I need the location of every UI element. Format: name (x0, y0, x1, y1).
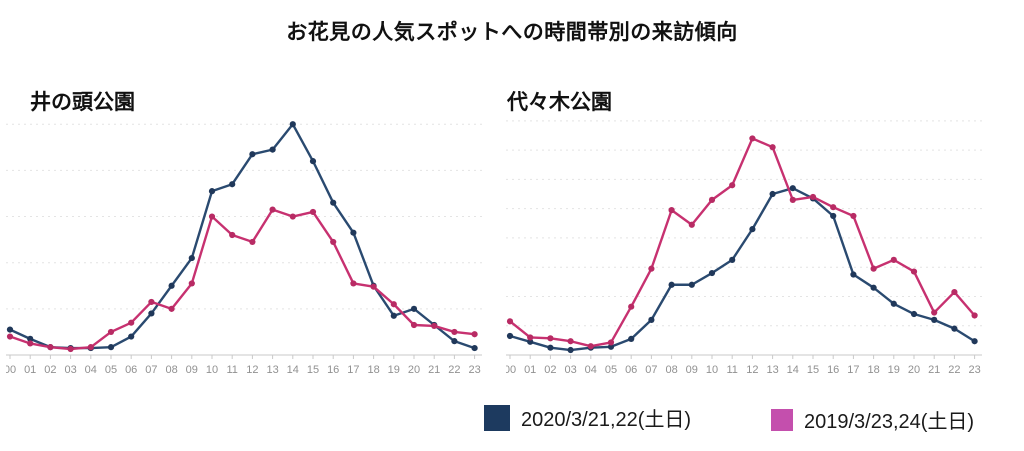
svg-text:12: 12 (246, 364, 258, 376)
svg-text:17: 17 (847, 364, 859, 376)
svg-text:08: 08 (165, 364, 177, 376)
svg-text:02: 02 (44, 364, 56, 376)
svg-text:09: 09 (186, 364, 198, 376)
svg-text:20: 20 (408, 364, 420, 376)
svg-text:22: 22 (948, 364, 960, 376)
svg-text:20: 20 (908, 364, 920, 376)
svg-text:12: 12 (746, 364, 758, 376)
svg-text:03: 03 (564, 364, 576, 376)
svg-text:07: 07 (145, 364, 157, 376)
line-plot-inokashira: 00 01 02 03 04 05 06 07 08 09 10 11 12 13 14 15 16 17 18 19… (6, 121, 482, 376)
svg-text:19: 19 (388, 364, 400, 376)
svg-text:22: 22 (448, 364, 460, 376)
svg-text:11: 11 (726, 364, 737, 376)
svg-text:15: 15 (807, 364, 819, 376)
chart-title-yoyogi: 代々木公園 (507, 91, 612, 114)
svg-text:18: 18 (867, 364, 879, 376)
svg-text:23: 23 (968, 364, 980, 376)
svg-text:05: 05 (105, 364, 117, 376)
legend-swatch-2019-icon (771, 408, 793, 431)
svg-text:15: 15 (307, 364, 319, 376)
svg-text:03: 03 (64, 364, 76, 376)
svg-text:06: 06 (625, 364, 637, 376)
svg-text:16: 16 (327, 364, 339, 376)
legend-item-2020: 2020/3/21,22(土日) (484, 403, 691, 432)
svg-text:01: 01 (524, 364, 536, 376)
svg-text:14: 14 (287, 364, 299, 376)
svg-text:21: 21 (428, 364, 440, 376)
svg-text:09: 09 (686, 364, 698, 376)
svg-text:10: 10 (706, 364, 718, 376)
legend-swatch-2020-icon (484, 404, 510, 431)
svg-text:07: 07 (645, 364, 657, 376)
svg-text:14: 14 (787, 364, 799, 376)
svg-text:05: 05 (605, 364, 617, 376)
legend-label-2020: 2020/3/21,22(土日) (521, 409, 692, 431)
svg-text:13: 13 (266, 364, 278, 376)
svg-text:06: 06 (125, 364, 137, 376)
chart-title-inokashira: 井の頭公園 (30, 91, 135, 114)
svg-text:13: 13 (766, 364, 778, 376)
svg-text:21: 21 (928, 364, 940, 376)
legend-item-2019: 2019/3/23,24(土日) (771, 405, 974, 434)
line-plot-yoyogi: 00 01 02 03 04 05 06 07 08 09 10 11 12 13 14 15 16 17 18 19… (506, 120, 982, 376)
svg-text:04: 04 (585, 364, 597, 376)
svg-text:17: 17 (347, 364, 359, 376)
legend: 2020/3/21,22(土日) 2019/3/23,24(土日) (0, 400, 1024, 440)
svg-text:11: 11 (226, 364, 237, 376)
svg-text:00: 00 (506, 364, 516, 376)
svg-text:16: 16 (827, 364, 839, 376)
legend-label-2019: 2019/3/23,24(土日) (804, 411, 975, 433)
svg-text:00: 00 (6, 364, 16, 376)
page-title: お花見の人気スポットへの時間帯別の来訪傾向 (286, 21, 738, 44)
svg-text:02: 02 (544, 364, 556, 376)
line-chart-inokashira: 00 01 02 03 04 05 06 07 08 09 10 11 12 13 14 15 16 17 18 19… (6, 110, 482, 400)
svg-text:19: 19 (888, 364, 900, 376)
svg-text:08: 08 (665, 364, 677, 376)
svg-text:18: 18 (367, 364, 379, 376)
svg-text:23: 23 (468, 364, 480, 376)
svg-text:10: 10 (206, 364, 218, 376)
svg-text:04: 04 (85, 364, 97, 376)
line-chart-yoyogi: 00 01 02 03 04 05 06 07 08 09 10 11 12 13 14 15 16 17 18 19… (506, 110, 982, 400)
svg-text:01: 01 (24, 364, 36, 376)
